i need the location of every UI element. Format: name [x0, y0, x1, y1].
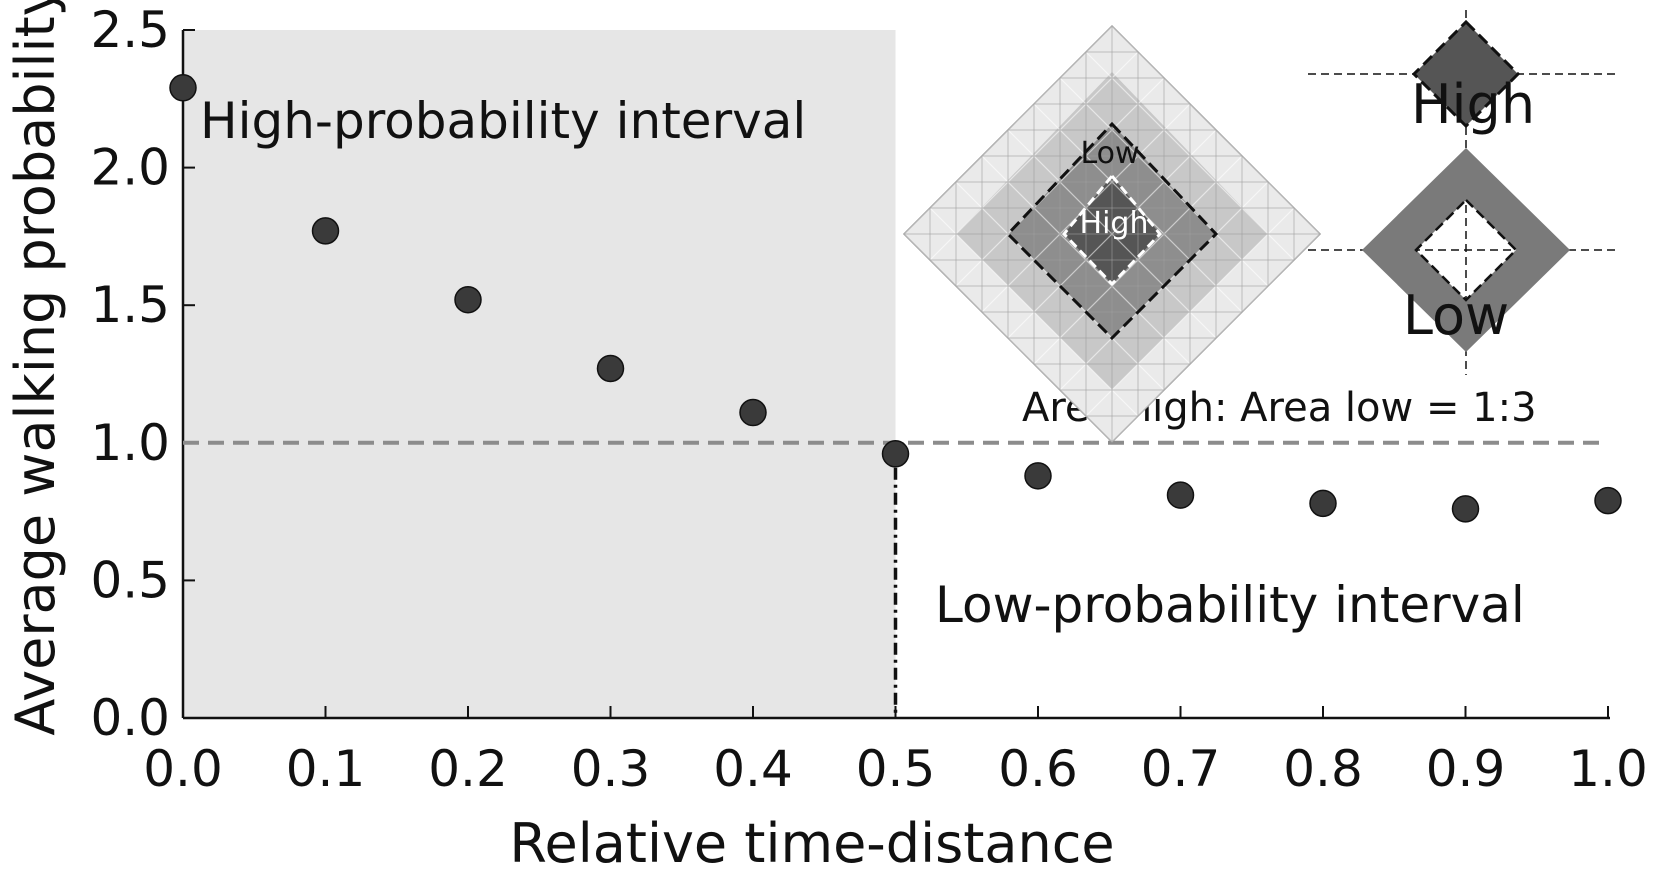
x-tick-label: 0.7	[1141, 740, 1221, 798]
y-tick-label: 2.0	[90, 139, 170, 197]
data-point	[1451, 495, 1480, 523]
axis-ticks	[182, 29, 1609, 719]
data-point	[1594, 486, 1622, 515]
inset-right-diagram: High Low	[1308, 10, 1620, 375]
x-tick-label: 0.4	[713, 740, 793, 798]
inset-grid-low-label: Low	[1080, 136, 1139, 171]
axis-tick-labels: 0.0 0.1 0.2 0.3 0.4 0.5 0.6 0.7 0.8 0.9 1.0 0.0 0.5 1…	[90, 1, 1647, 798]
data-point	[596, 354, 625, 383]
data-point	[454, 285, 482, 314]
data-point	[1166, 481, 1195, 509]
data-point	[1024, 462, 1052, 490]
x-tick-label: 0.3	[571, 740, 651, 798]
data-point	[1309, 489, 1337, 518]
data-points	[169, 74, 1622, 523]
inset-right-low-ring	[1362, 148, 1570, 352]
inset-right-low-label: Low	[1403, 284, 1509, 347]
inset-grid-high-label: High	[1080, 206, 1149, 241]
data-point	[881, 440, 910, 468]
x-tick-label: 0.8	[1283, 740, 1363, 798]
high-interval-label: High-probability interval	[200, 92, 806, 150]
inset-right-high-diamond	[1411, 19, 1521, 129]
x-tick-label: 0.2	[428, 740, 508, 798]
x-tick-label: 0.6	[998, 740, 1078, 798]
x-tick-label: 0.5	[856, 740, 936, 798]
y-tick-label: 0.0	[90, 689, 170, 747]
x-tick-label: 0.9	[1426, 740, 1506, 798]
data-point	[169, 74, 197, 102]
y-tick-label: 1.5	[90, 276, 170, 334]
inset-right-high-label: High	[1411, 73, 1535, 136]
inset-low-boundary	[1005, 121, 1219, 341]
data-point	[739, 398, 767, 427]
high-probability-region	[183, 30, 896, 718]
y-tick-label: 1.0	[90, 414, 170, 472]
data-point	[311, 217, 340, 245]
x-axis-title: Relative time-distance	[509, 812, 1114, 875]
low-interval-label: Low-probability interval	[935, 576, 1525, 634]
x-tick-label: 0.1	[286, 740, 366, 798]
y-tick-label: 0.5	[90, 551, 170, 609]
y-tick-label: 2.5	[90, 1, 170, 59]
x-tick-label: 1.0	[1568, 740, 1648, 798]
inset-right-inner-boundary	[1414, 198, 1518, 302]
y-axis-title: Average walking probability	[4, 0, 67, 736]
x-tick-label: 0.0	[143, 740, 223, 798]
inset-high-boundary	[1061, 173, 1163, 287]
